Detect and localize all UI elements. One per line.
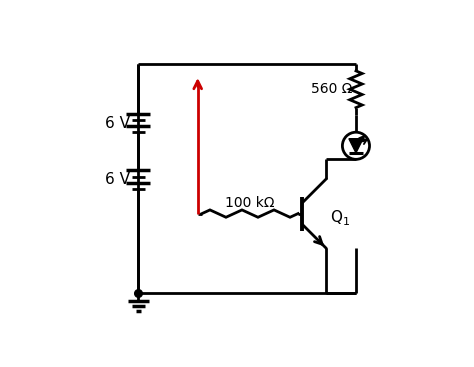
Text: 100 kΩ: 100 kΩ	[225, 196, 275, 210]
Text: 6 V: 6 V	[105, 116, 130, 131]
Polygon shape	[349, 139, 363, 153]
Text: 6 V: 6 V	[105, 172, 130, 187]
Text: Q: Q	[330, 210, 343, 225]
Text: 560 Ω: 560 Ω	[311, 82, 353, 96]
Text: 1: 1	[343, 217, 350, 227]
